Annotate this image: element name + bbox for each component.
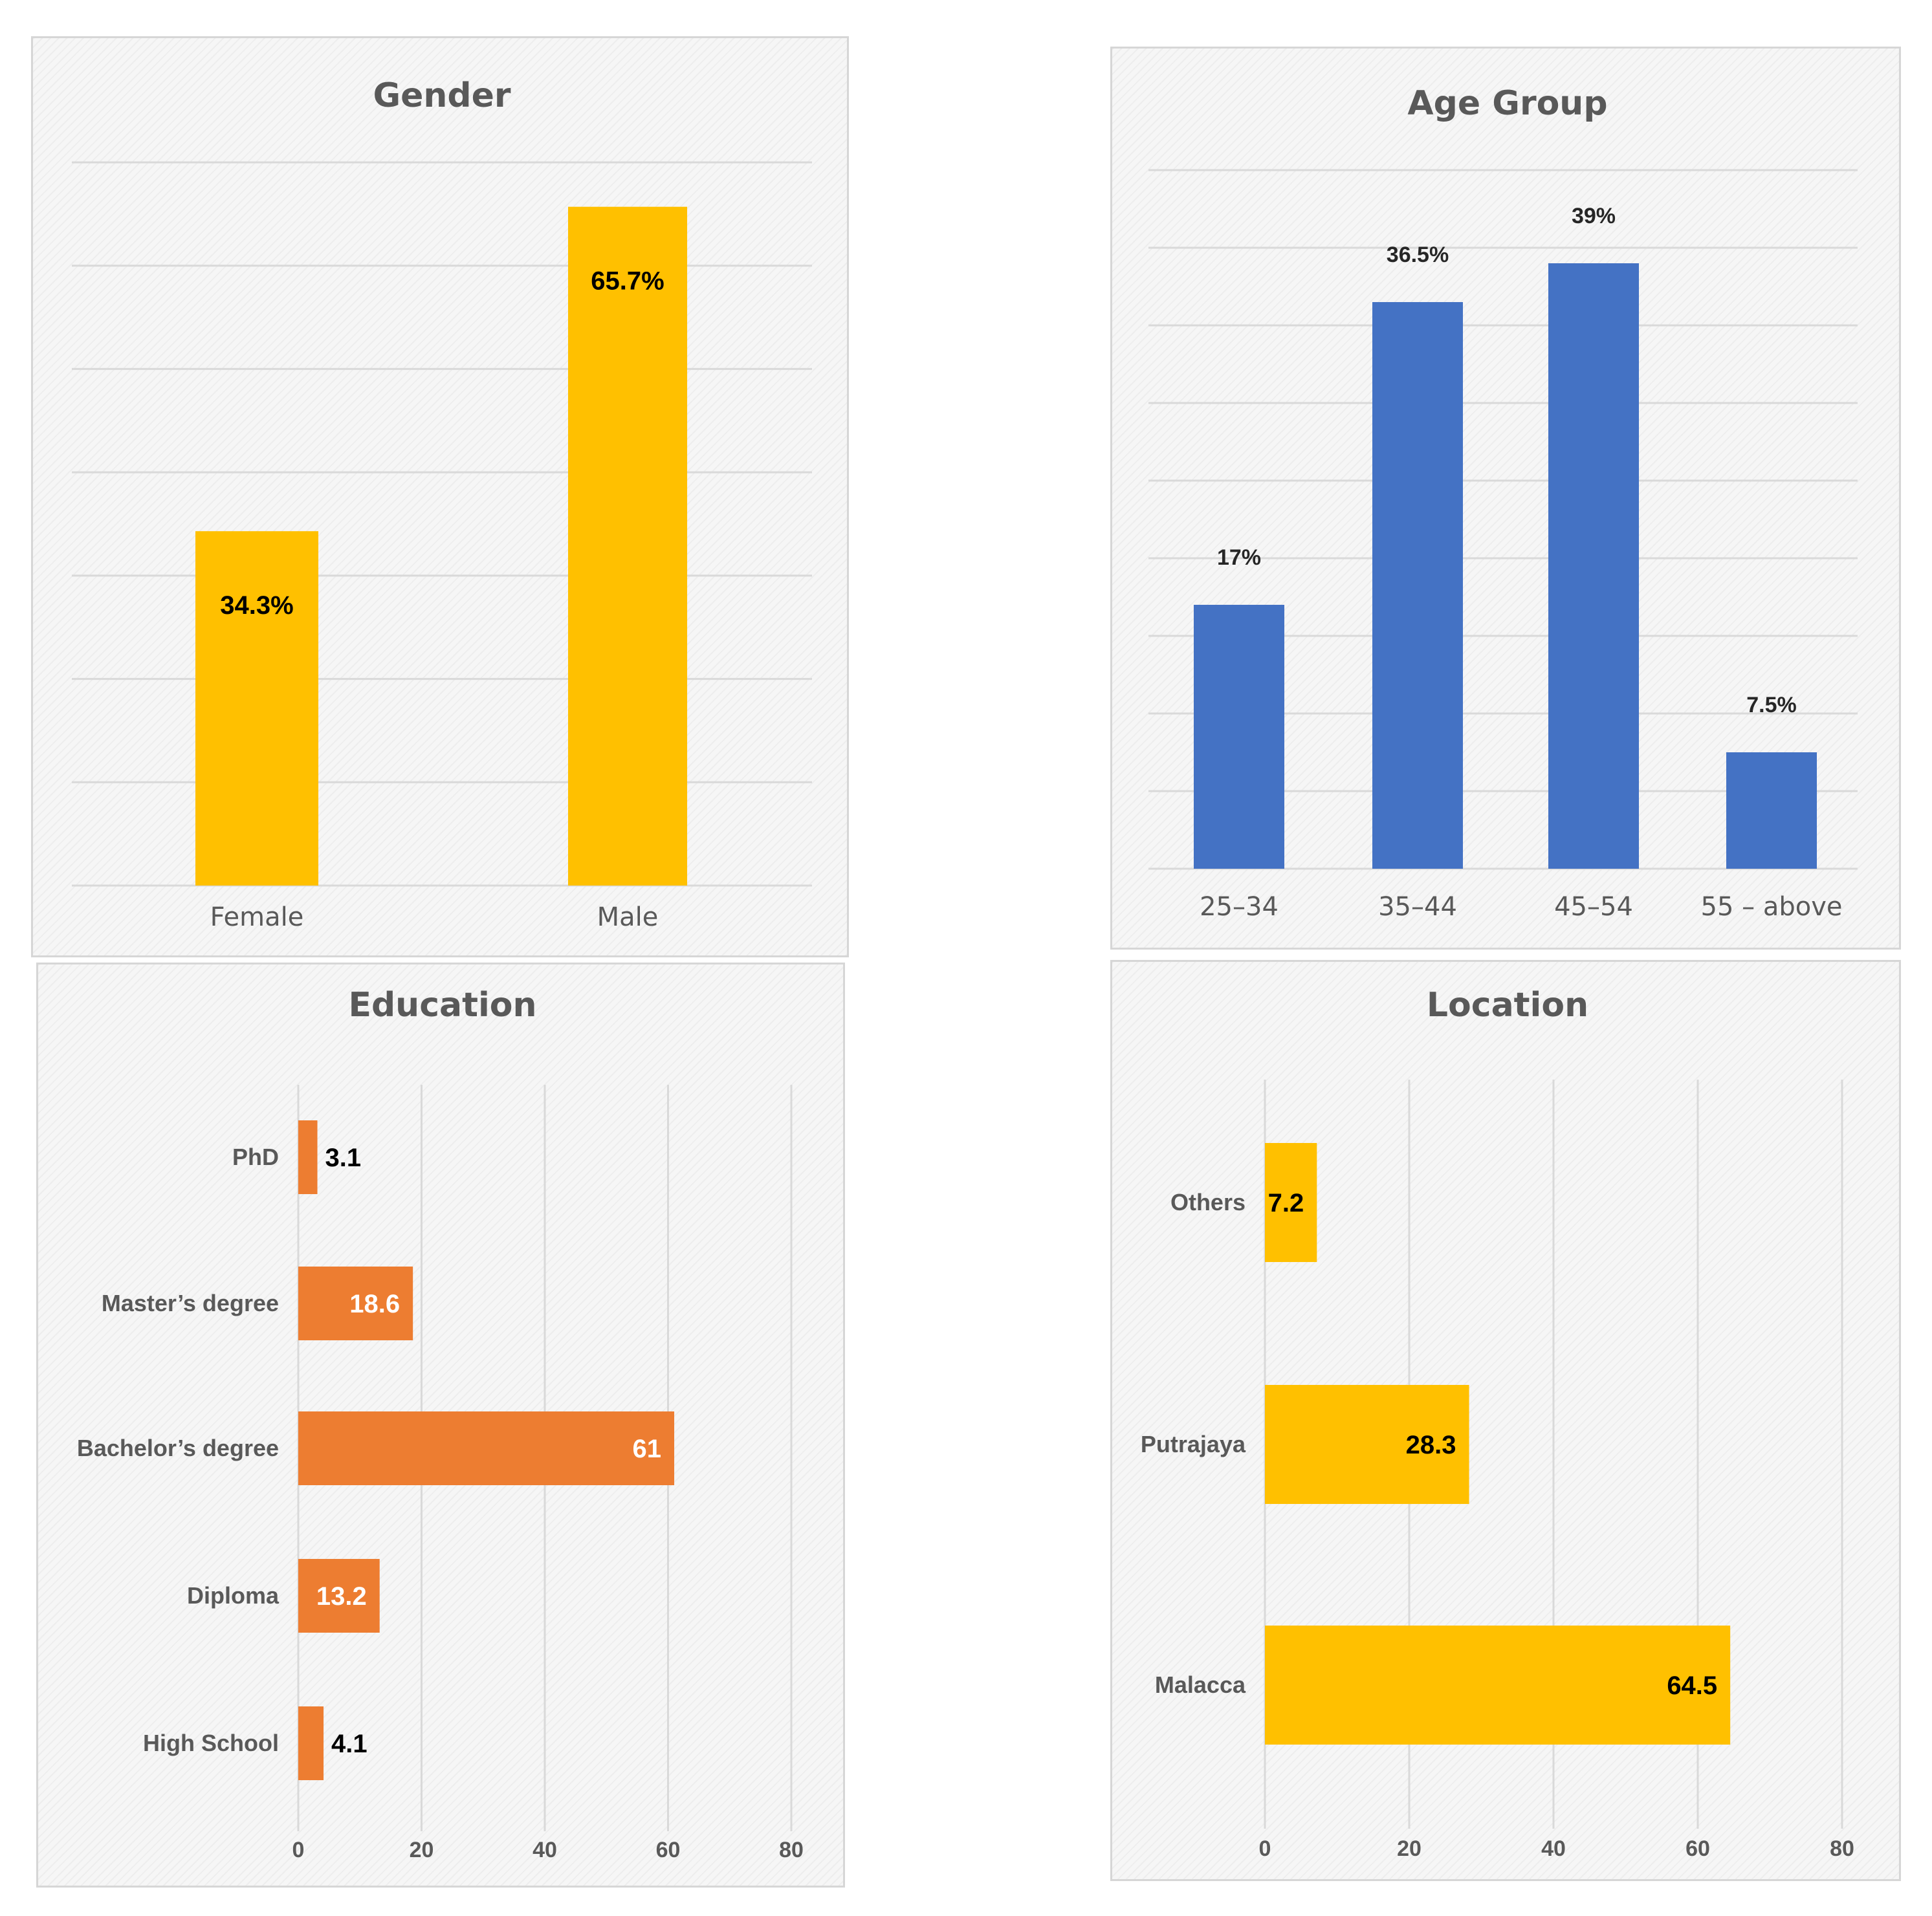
data-label-55-above: 7.5% (1746, 693, 1797, 717)
category-label-35-44: 35–44 (1378, 892, 1457, 922)
data-label-master-s-degree: 18.6 (349, 1290, 400, 1318)
gender-chart-panel: Gender 34.3% Female 65.7% Male (31, 36, 849, 957)
x-tick-label: 60 (1685, 1836, 1710, 1861)
category-label-bachelor-s-degree: Bachelor’s degree (77, 1435, 279, 1461)
x-tick-label: 80 (779, 1838, 804, 1862)
x-tick-label: 40 (1541, 1836, 1566, 1861)
category-label-diploma: Diploma (187, 1582, 280, 1609)
bar-bachelor-s-degree (298, 1411, 675, 1485)
x-tick-label: 80 (1830, 1836, 1854, 1861)
gender-chart-title: Gender (373, 76, 510, 115)
data-label-bachelor-s-degree: 61 (633, 1435, 662, 1463)
x-tick-label: 0 (292, 1838, 305, 1862)
age-group-chart: Age Group 17% 25–34 36.5% 35–44 39% 45–54 7.5%… (1148, 84, 1858, 922)
data-label-malacca: 64.5 (1667, 1671, 1717, 1700)
data-label-phd: 3.1 (325, 1144, 362, 1172)
location-chart-panel: Location 0 20 40 60 80 7.2 Others 28.3 Putrajaya… (1110, 960, 1901, 1881)
data-label-25-34: 17% (1217, 545, 1261, 570)
data-label-35-44: 36.5% (1387, 243, 1449, 267)
category-label-55-above: 55 – above (1701, 892, 1843, 922)
bar-others (1265, 1143, 1317, 1262)
data-label-female: 34.3% (220, 591, 293, 620)
category-label-45-54: 45–54 (1554, 892, 1633, 922)
gender-chart: Gender 34.3% Female 65.7% Male (72, 76, 812, 932)
data-label-high-school: 4.1 (331, 1730, 368, 1758)
age-group-chart-panel: Age Group 17% 25–34 36.5% 35–44 39% 45–54 7.5%… (1110, 47, 1901, 950)
category-label-putrajaya: Putrajaya (1141, 1431, 1246, 1457)
data-label-male: 65.7% (591, 267, 664, 296)
age-group-chart-title: Age Group (1407, 84, 1607, 123)
education-chart: Education 0 20 40 60 80 3.1 PhD 18.6 Master’s de… (77, 986, 804, 1862)
x-tick-label: 40 (532, 1838, 557, 1862)
bar-malacca (1265, 1626, 1731, 1745)
education-chart-panel: Education 0 20 40 60 80 3.1 PhD 18.6 Master’s de… (36, 963, 845, 1888)
x-tick-label: 20 (1397, 1836, 1422, 1861)
data-label-putrajaya: 28.3 (1406, 1431, 1456, 1459)
category-label-phd: PhD (232, 1144, 279, 1170)
category-label-others: Others (1170, 1189, 1246, 1215)
data-label-45-54: 39% (1572, 204, 1616, 228)
bar-25-34 (1194, 605, 1284, 869)
bar-55-above (1726, 752, 1817, 869)
education-chart-title: Education (348, 986, 536, 1025)
bar-female (195, 531, 318, 886)
bar-high-school (298, 1706, 324, 1780)
bar-putrajaya (1265, 1385, 1469, 1504)
bar-phd (298, 1120, 318, 1194)
data-label-diploma: 13.2 (316, 1582, 367, 1611)
bar-master-s-degree (298, 1267, 413, 1340)
category-label-male: Male (597, 902, 659, 932)
x-tick-label: 60 (656, 1838, 681, 1862)
category-label-25-34: 25–34 (1200, 892, 1279, 922)
bar-male (568, 206, 687, 886)
category-label-female: Female (210, 902, 304, 932)
bar-45-54 (1548, 263, 1639, 869)
x-tick-label: 0 (1259, 1836, 1271, 1861)
location-chart: Location 0 20 40 60 80 7.2 Others 28.3 Putrajaya… (1141, 986, 1854, 1861)
location-chart-title: Location (1427, 986, 1588, 1025)
category-label-master-s-degree: Master’s degree (102, 1290, 279, 1316)
bar-diploma (298, 1559, 380, 1633)
category-label-high-school: High School (143, 1730, 279, 1756)
data-label-others: 7.2 (1268, 1189, 1304, 1217)
bar-35-44 (1372, 302, 1463, 869)
x-tick-label: 20 (410, 1838, 434, 1862)
category-label-malacca: Malacca (1155, 1671, 1246, 1698)
